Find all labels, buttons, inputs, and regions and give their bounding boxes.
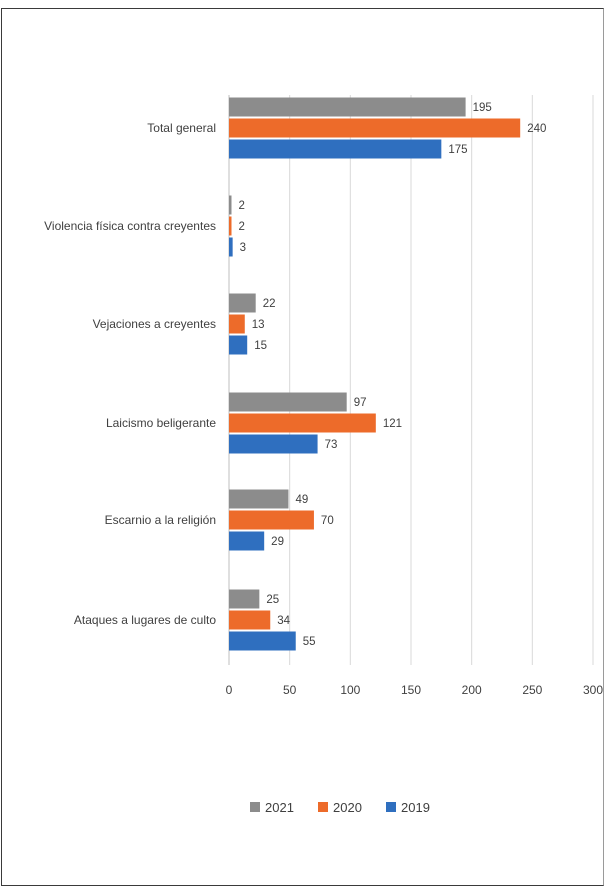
category-label: Ataques a lugares de culto xyxy=(74,613,216,627)
legend-swatch-2020 xyxy=(318,802,328,812)
legend-label-2021: 2021 xyxy=(265,800,294,815)
bar-2021 xyxy=(229,293,256,313)
bar-2020 xyxy=(229,510,314,530)
x-tick-label-300: 300 xyxy=(583,683,603,697)
bar-2019 xyxy=(229,631,296,651)
bar-2019 xyxy=(229,434,318,454)
data-label-2020: 240 xyxy=(527,123,546,135)
category-label: Vejaciones a creyentes xyxy=(93,317,216,331)
x-tick-label-200: 200 xyxy=(462,683,482,697)
x-tick-label-50: 50 xyxy=(283,683,297,697)
legend-label-2019: 2019 xyxy=(401,800,430,815)
data-label-2021: 195 xyxy=(473,102,492,114)
x-tick-label-0: 0 xyxy=(226,683,233,697)
data-label-2020: 34 xyxy=(277,615,290,627)
bar-2020 xyxy=(229,314,245,334)
legend-label-2020: 2020 xyxy=(333,800,362,815)
category-label: Escarnio a la religión xyxy=(105,513,216,527)
legend-swatch-2021 xyxy=(250,802,260,812)
bar-2019 xyxy=(229,139,442,159)
category-label: Total general xyxy=(147,121,216,135)
data-label-2020: 121 xyxy=(383,418,402,430)
data-label-2019: 3 xyxy=(240,242,246,254)
bar-2019 xyxy=(229,335,248,355)
data-label-2021: 2 xyxy=(239,200,245,212)
x-tick-label-250: 250 xyxy=(522,683,542,697)
data-label-2019: 15 xyxy=(254,340,267,352)
bar-2020 xyxy=(229,413,376,433)
x-tick-label-100: 100 xyxy=(340,683,360,697)
data-label-2021: 25 xyxy=(266,594,279,606)
data-label-2020: 13 xyxy=(252,319,265,331)
data-label-2021: 22 xyxy=(263,298,276,310)
x-tick-label-150: 150 xyxy=(401,683,421,697)
bar-2021 xyxy=(229,195,232,215)
bar-2019 xyxy=(229,531,265,551)
bar-2021 xyxy=(229,392,347,412)
bar-2020 xyxy=(229,610,271,630)
bar-2020 xyxy=(229,216,232,236)
data-label-2019: 29 xyxy=(271,536,284,548)
bar-2021 xyxy=(229,489,289,509)
bar-2019 xyxy=(229,237,233,257)
data-label-2019: 175 xyxy=(448,144,467,156)
data-label-2019: 55 xyxy=(303,636,316,648)
category-label: Violencia física contra creyentes xyxy=(44,219,216,233)
legend-swatch-2019 xyxy=(386,802,396,812)
bar-2021 xyxy=(229,589,260,609)
bar-2021 xyxy=(229,97,466,117)
category-label: Laicismo beligerante xyxy=(106,416,216,430)
bar-2020 xyxy=(229,118,521,138)
data-label-2020: 2 xyxy=(239,221,245,233)
data-label-2021: 49 xyxy=(295,494,308,506)
data-label-2020: 70 xyxy=(321,515,334,527)
data-label-2019: 73 xyxy=(325,439,338,451)
data-label-2021: 97 xyxy=(354,397,367,409)
